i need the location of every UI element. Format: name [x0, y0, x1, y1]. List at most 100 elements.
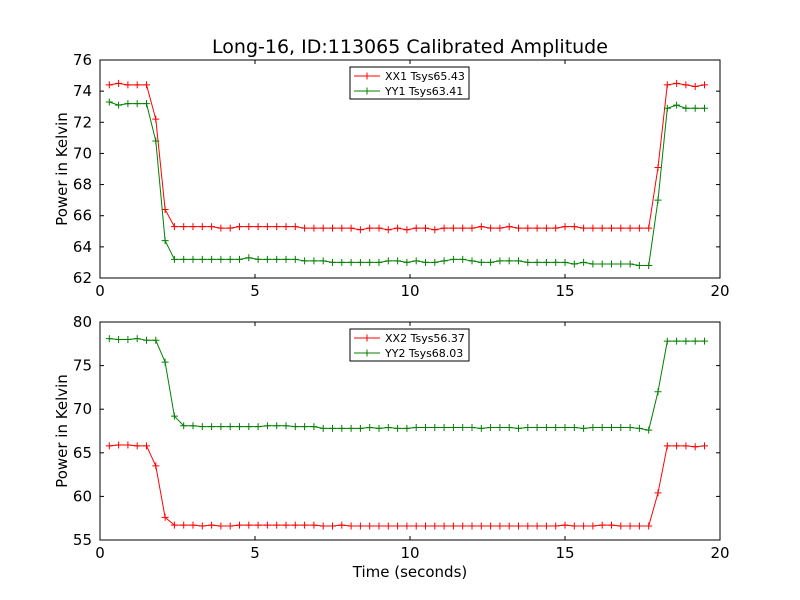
data-point-yy2	[496, 424, 504, 432]
data-point-xx2	[673, 442, 681, 450]
data-point-yy2	[524, 424, 532, 432]
data-point-xx1	[310, 224, 318, 232]
data-point-xx2	[440, 522, 448, 530]
data-point-xx2	[701, 442, 708, 450]
data-point-xx1	[189, 223, 197, 231]
data-point-yy1	[236, 255, 243, 263]
data-point-yy2	[124, 335, 132, 343]
data-point-yy2	[375, 424, 383, 432]
data-point-xx2	[152, 462, 160, 470]
legend-label: YY2 Tsys68.03	[384, 347, 463, 360]
top-panel-xx1-yy1: 0 5 10 15 20 62 64 66 68 70 72 74 76 Power in Kelvin X…	[53, 51, 730, 300]
data-point-xx1	[143, 81, 150, 89]
y-axis-label: Power in Kelvin	[53, 374, 71, 488]
data-point-xx1	[673, 79, 681, 87]
data-point-yy1	[608, 260, 615, 268]
data-point-yy2	[552, 424, 560, 432]
data-point-yy1	[701, 104, 708, 112]
data-point-yy2	[449, 424, 457, 432]
y-tick-label: 76	[73, 51, 92, 69]
data-point-xx2	[124, 441, 132, 449]
data-point-yy2	[673, 337, 681, 345]
legend-label: XX1 Tsys65.43	[385, 70, 465, 83]
data-point-yy2	[626, 424, 634, 432]
data-point-yy1	[319, 257, 327, 265]
data-point-xx2	[143, 442, 150, 450]
data-point-xx2	[580, 522, 588, 530]
data-point-yy1	[384, 257, 392, 265]
x-axis-label: Time (seconds)	[352, 563, 468, 581]
data-point-xx1	[542, 224, 550, 232]
data-point-xx1	[682, 81, 690, 89]
data-point-xx2	[626, 522, 634, 530]
data-point-xx1	[487, 224, 495, 232]
y-tick-label: 55	[73, 531, 92, 549]
data-point-yy1	[208, 255, 216, 263]
data-point-xx2	[282, 521, 290, 529]
data-point-xx1	[338, 224, 346, 232]
data-point-yy1	[468, 257, 476, 265]
data-point-yy1	[524, 258, 532, 266]
data-point-yy1	[143, 100, 150, 108]
data-point-xx1	[580, 224, 588, 232]
x-tick-label: 5	[250, 282, 260, 300]
data-point-xx2	[635, 522, 643, 530]
data-point-xx1	[645, 224, 653, 232]
x-tick-label: 20	[710, 544, 729, 562]
data-point-yy1	[152, 137, 160, 145]
data-point-xx1	[691, 82, 699, 90]
data-point-yy2	[236, 423, 243, 431]
data-point-xx2	[477, 522, 485, 530]
data-point-xx1	[589, 224, 597, 232]
data-point-xx1	[254, 223, 262, 231]
data-point-xx2	[682, 442, 690, 450]
data-point-xx1	[198, 223, 206, 231]
legend-label: YY1 Tsys63.41	[384, 85, 463, 98]
legend: XX1 Tsys65.43 YY1 Tsys63.41	[349, 66, 470, 100]
y-tick-label: 70	[73, 400, 92, 418]
data-point-xx1	[654, 163, 662, 171]
data-point-yy2	[347, 424, 355, 432]
data-point-yy1	[654, 196, 662, 204]
data-point-yy1	[273, 255, 281, 263]
data-point-yy1	[105, 98, 113, 106]
data-point-xx2	[133, 442, 141, 450]
data-point-yy1	[301, 257, 309, 265]
data-point-xx1	[133, 81, 141, 89]
legend-marker	[363, 334, 371, 342]
data-point-xx1	[515, 224, 522, 232]
data-point-xx2	[236, 521, 243, 529]
data-point-xx2	[598, 521, 606, 529]
data-point-yy2	[338, 424, 346, 432]
data-point-yy2	[589, 424, 597, 432]
data-point-yy1	[663, 104, 671, 112]
data-point-xx2	[356, 522, 364, 530]
x-tick-label: 5	[250, 544, 260, 562]
data-point-xx2	[198, 522, 206, 530]
data-point-xx2	[245, 521, 253, 529]
data-point-yy2	[570, 424, 578, 432]
data-point-xx1	[394, 224, 402, 232]
data-point-xx1	[477, 223, 485, 231]
data-point-yy1	[198, 255, 206, 263]
data-point-yy1	[180, 255, 188, 263]
data-point-xx2	[105, 442, 113, 450]
data-point-xx2	[422, 522, 429, 530]
data-point-xx1	[245, 223, 253, 231]
data-point-xx1	[505, 223, 513, 231]
data-point-xx2	[366, 522, 374, 530]
data-point-yy1	[645, 262, 653, 270]
data-point-yy1	[673, 101, 681, 109]
data-point-xx1	[226, 224, 234, 232]
data-point-yy1	[515, 257, 522, 265]
data-point-xx2	[347, 522, 355, 530]
data-point-xx1	[403, 226, 411, 234]
data-point-xx1	[180, 223, 188, 231]
data-point-xx1	[617, 224, 625, 232]
data-point-yy1	[124, 100, 132, 108]
data-point-yy2	[254, 423, 262, 431]
data-point-yy2	[143, 336, 150, 344]
bottom-panel-xx2-yy2: 0 5 10 15 20 55 60 65 70 75 80 Power in Kelvin Time …	[53, 313, 730, 581]
data-point-yy2	[152, 336, 160, 344]
data-point-xx1	[533, 224, 541, 232]
